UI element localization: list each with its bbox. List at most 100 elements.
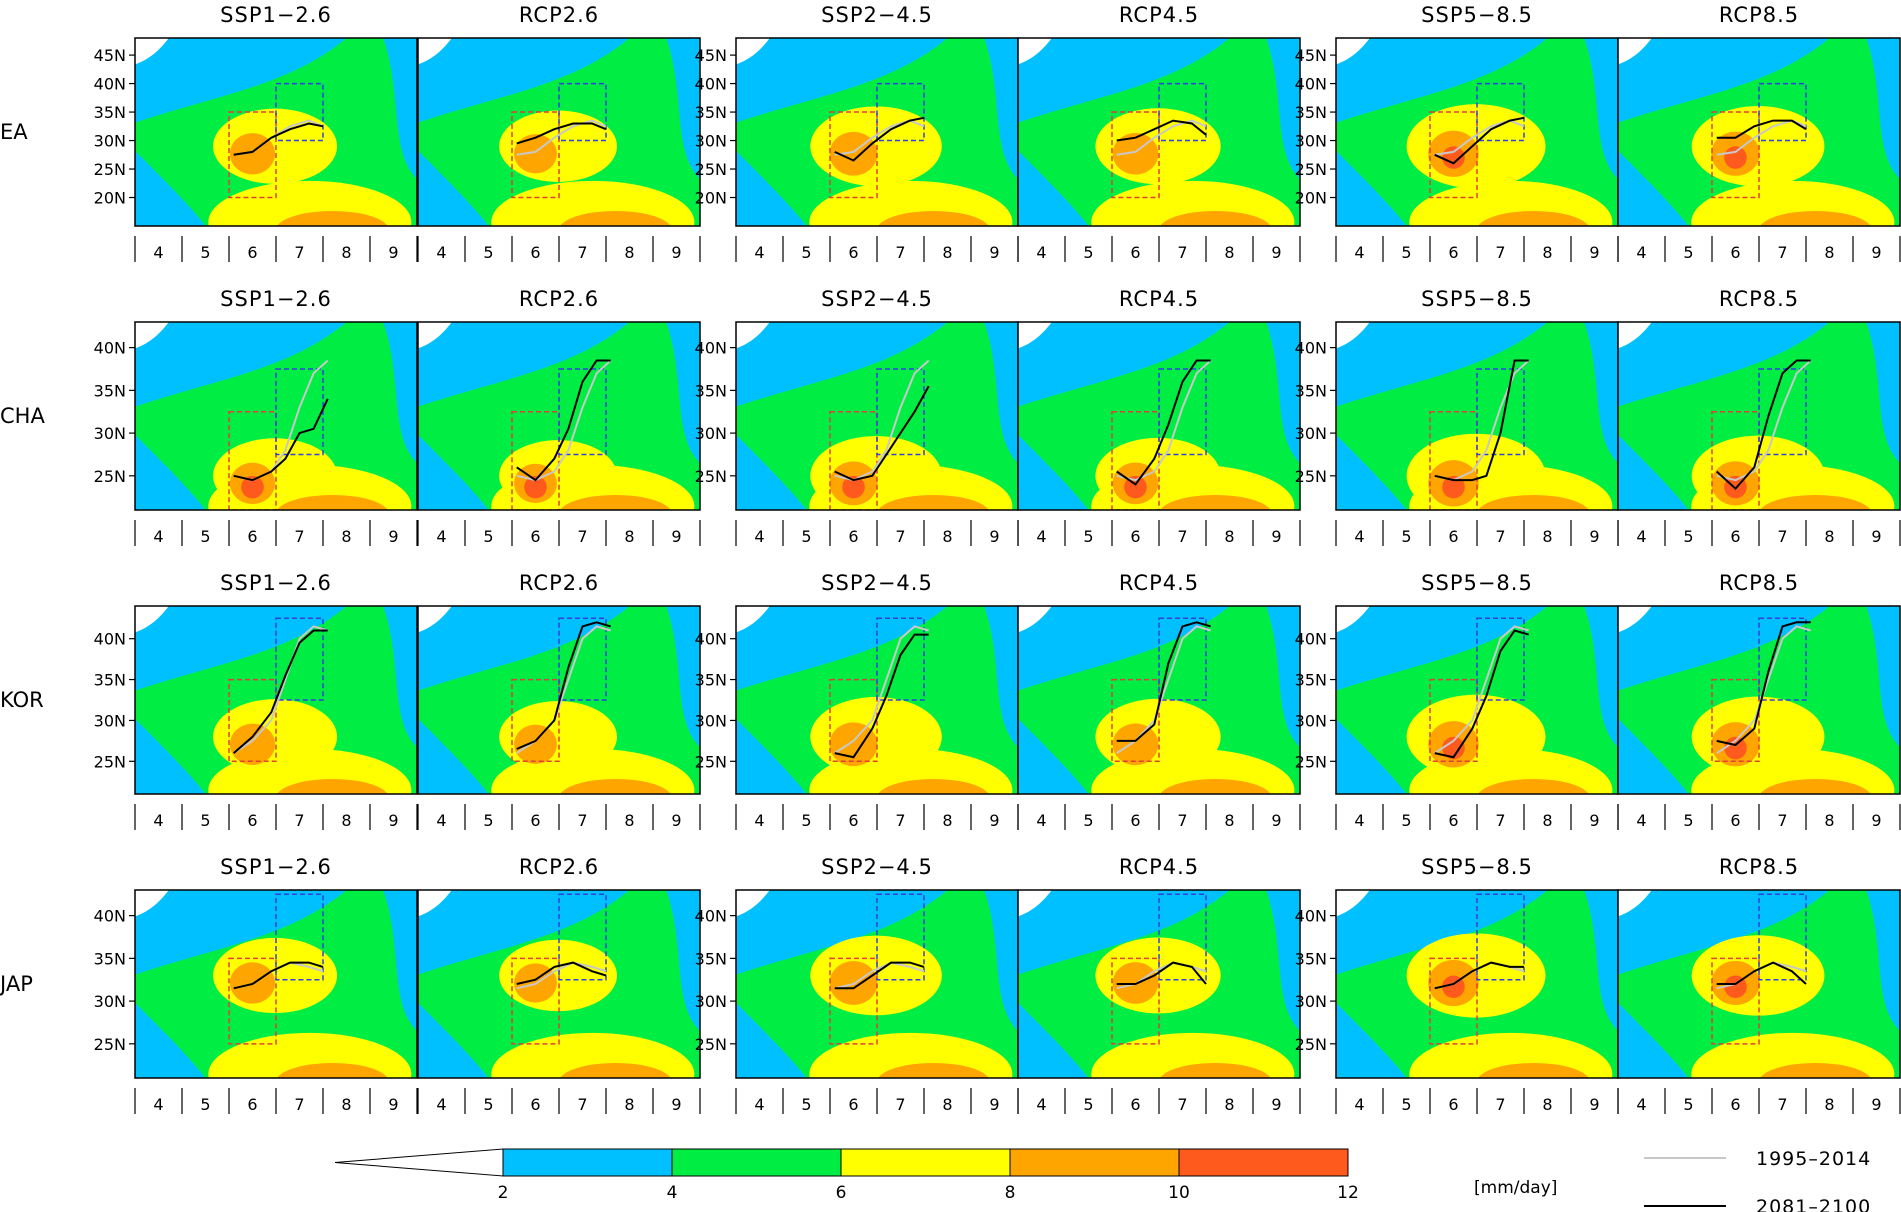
precip-field — [135, 606, 417, 794]
level-2-4-area — [666, 38, 700, 179]
red-box — [829, 957, 878, 1045]
panel: SSP2−4.5 4 5 6 7 8 9 25N 30N 35N 40N — [695, 287, 1019, 546]
x-tick-label: 8 — [1542, 1095, 1552, 1114]
level-2-4-area — [418, 890, 630, 975]
below-2-area — [1618, 890, 1652, 917]
x-tick-label: 6 — [1730, 811, 1740, 830]
level-8-10-area — [1760, 494, 1871, 510]
x-tick-label: 9 — [671, 243, 681, 262]
x-tick-label: 5 — [1683, 243, 1693, 262]
y-tick-label: 30N — [695, 132, 727, 151]
level-2-4-area — [984, 890, 1018, 1031]
y-tick-label: 35N — [695, 103, 727, 122]
x-tick-label: 9 — [1589, 1095, 1599, 1114]
y-tick-label: 25N — [1295, 1035, 1327, 1054]
level-2-4-area — [418, 38, 630, 123]
x-tick-label: 4 — [1354, 1095, 1364, 1114]
blue-box — [1158, 617, 1207, 701]
x-tick-label: 9 — [1271, 1095, 1281, 1114]
below-2-area — [736, 890, 770, 917]
x-tick-label: 5 — [1083, 1095, 1093, 1114]
x-tick-label: 7 — [1495, 243, 1505, 262]
x-tick-label: 6 — [1130, 527, 1140, 546]
panel-frame — [1017, 889, 1301, 1079]
panel-frame — [134, 889, 418, 1079]
blue-box — [558, 368, 607, 456]
x-tick-label: 5 — [200, 527, 210, 546]
x-tick-label: 8 — [1224, 811, 1234, 830]
y-tick-label: 40N — [695, 339, 727, 358]
x-tick-label: 5 — [1683, 811, 1693, 830]
panel-frame — [134, 321, 418, 511]
red-box — [228, 957, 277, 1045]
panel: RCP2.6 4 5 6 7 8 9 — [417, 287, 701, 546]
panel: SSP1−2.6 4 5 6 7 8 9 25N 30N 35N 40N — [94, 287, 418, 546]
x-tick-label: 4 — [754, 1095, 764, 1114]
x-tick-label: 5 — [483, 243, 493, 262]
level-2-4-area — [1018, 1002, 1089, 1078]
y-tick-label: 35N — [1295, 949, 1327, 968]
blue-box — [876, 368, 925, 456]
x-tick-label: 9 — [1871, 527, 1881, 546]
level-8-10-area — [277, 210, 388, 226]
x-tick-label: 7 — [1777, 1095, 1787, 1114]
future-line — [233, 122, 324, 156]
level-8-10-area — [277, 778, 388, 794]
panel-frame — [1617, 889, 1901, 1079]
x-tick-label: 8 — [942, 1095, 952, 1114]
below-2-area — [1018, 890, 1052, 917]
below-2-area — [736, 322, 770, 349]
precip-field — [1018, 38, 1300, 226]
x-tick-label: 8 — [1824, 811, 1834, 830]
future-line — [1716, 961, 1807, 985]
level-2-4-area — [1584, 606, 1618, 747]
colorbar-unit: [mm/day] — [1474, 1178, 1557, 1198]
panel: RCP4.5 4 5 6 7 8 9 — [1017, 3, 1301, 262]
x-tick-label: 5 — [1401, 527, 1411, 546]
level-2-4-area — [1618, 606, 1830, 691]
below-2-area — [1018, 322, 1052, 349]
x-tick-label: 4 — [153, 527, 163, 546]
x-tick-label: 5 — [801, 811, 811, 830]
level-2-4-area — [418, 718, 489, 794]
level-2-4-area — [736, 150, 807, 226]
below-2-area — [1018, 38, 1052, 65]
blue-box — [876, 617, 925, 701]
precip-field — [1618, 322, 1900, 510]
red-box — [1711, 678, 1760, 763]
x-tick-label: 5 — [200, 811, 210, 830]
x-tick-label: 4 — [436, 527, 446, 546]
y-tick-label: 35N — [94, 949, 126, 968]
below-2-area — [736, 38, 770, 65]
level-6-8-area — [1095, 108, 1221, 185]
level-2-4-area — [418, 434, 489, 510]
x-tick-label: 7 — [294, 1095, 304, 1114]
level-2-4-area — [736, 890, 948, 975]
panel-title: RCP8.5 — [1719, 571, 1799, 595]
level-2-4-area — [736, 322, 948, 407]
x-tick-label: 4 — [436, 1095, 446, 1114]
level-2-4-area — [1018, 718, 1089, 794]
y-tick-label: 25N — [1295, 467, 1327, 486]
precip-field — [1018, 890, 1300, 1078]
x-tick-label: 4 — [754, 811, 764, 830]
future-line — [233, 398, 329, 482]
below-2-area — [1618, 322, 1652, 349]
level-2-4-area — [135, 434, 206, 510]
level-2-4-area — [383, 322, 417, 463]
colorbar-segment — [671, 1148, 842, 1177]
precip-field — [736, 38, 1018, 226]
level-2-4-area — [1266, 322, 1300, 463]
blue-box — [1158, 893, 1207, 981]
y-tick-label: 30N — [695, 711, 727, 730]
x-tick-label: 6 — [1448, 1095, 1458, 1114]
past-line — [516, 119, 607, 156]
x-tick-label: 7 — [577, 811, 587, 830]
x-tick-label: 7 — [1777, 243, 1787, 262]
y-tick-label: 30N — [695, 992, 727, 1011]
y-tick-label: 40N — [1295, 75, 1327, 94]
y-tick-label: 25N — [1295, 752, 1327, 771]
x-tick-label: 9 — [388, 527, 398, 546]
level-2-4-area — [1336, 606, 1548, 691]
x-tick-label: 5 — [200, 243, 210, 262]
